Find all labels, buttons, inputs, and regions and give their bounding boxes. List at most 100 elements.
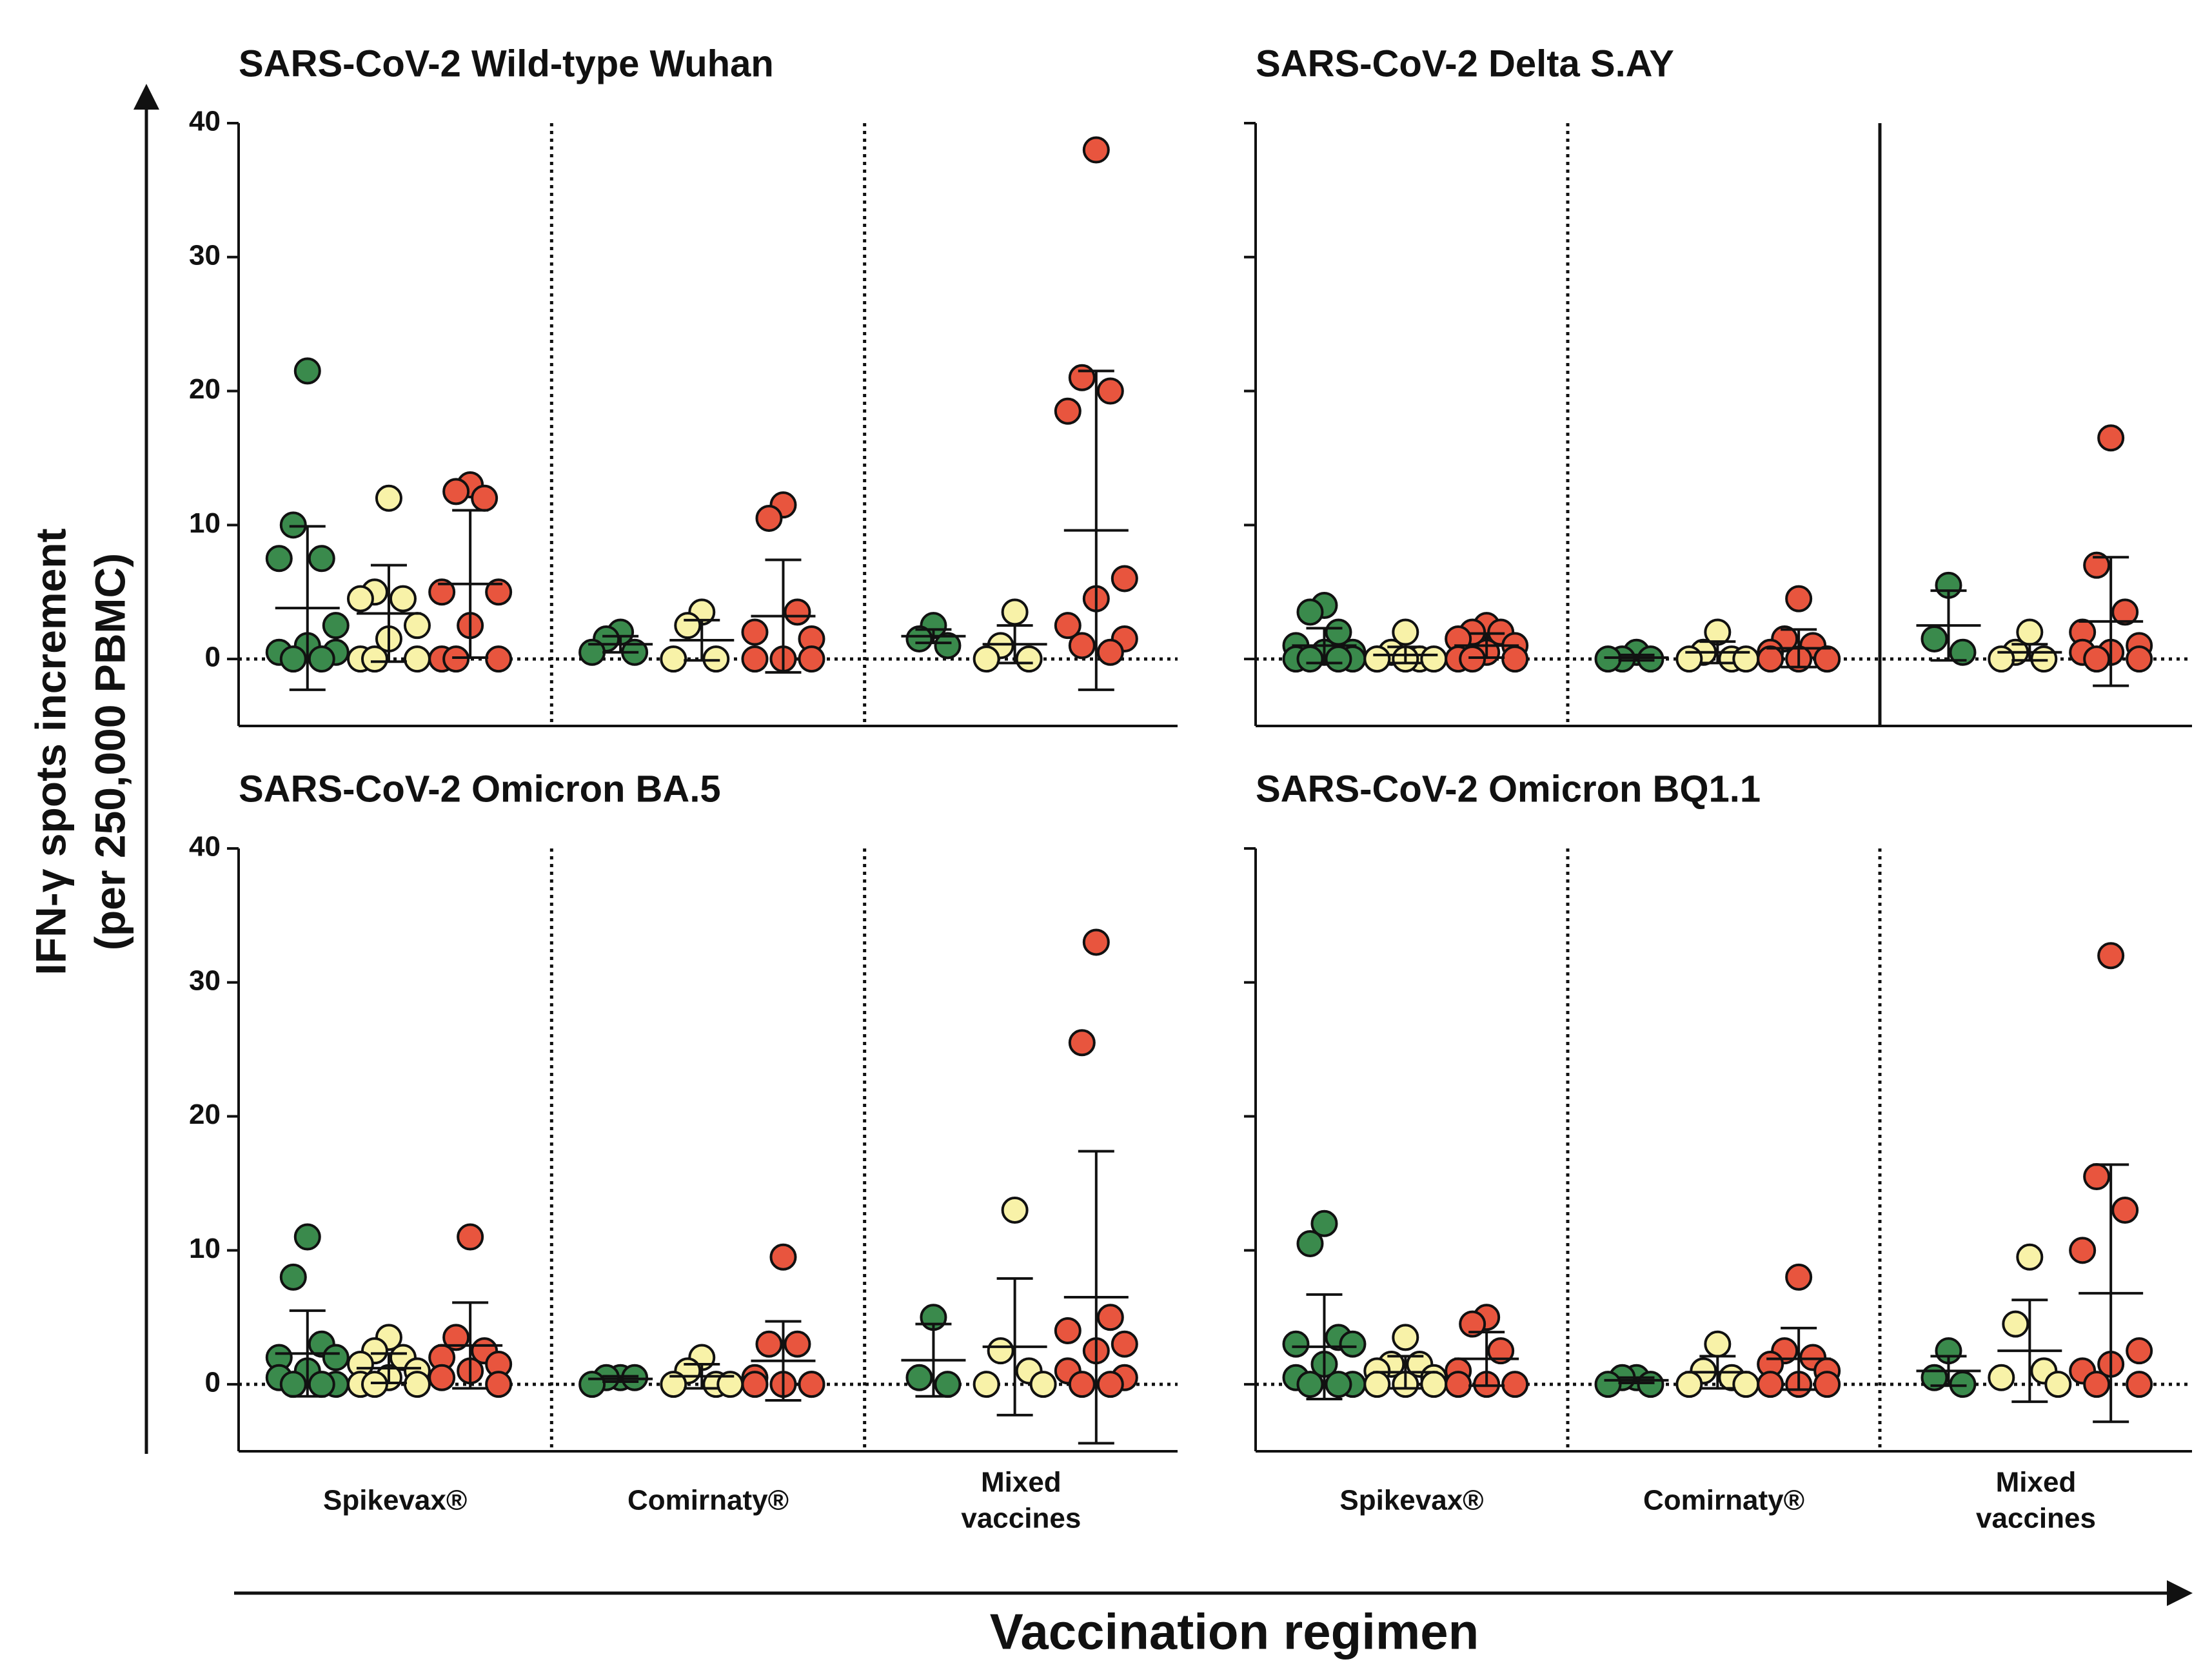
y-axis-title-line: IFN-γ spots increment xyxy=(26,528,74,975)
data-point xyxy=(322,612,350,640)
data-point xyxy=(1296,1371,1324,1398)
data-point xyxy=(755,1330,783,1358)
group-label: Spikevax® xyxy=(1339,1485,1483,1516)
data-point xyxy=(1392,618,1419,646)
data-point xyxy=(2126,645,2153,673)
data-point xyxy=(1068,1029,1096,1057)
data-point xyxy=(1068,632,1096,660)
data-point xyxy=(1054,1317,1081,1344)
data-point xyxy=(403,612,431,640)
group-label: Mixed xyxy=(1996,1467,2077,1498)
data-point xyxy=(279,645,307,673)
data-point xyxy=(2111,1197,2139,1224)
data-point xyxy=(308,645,335,673)
data-point xyxy=(1082,928,1110,956)
data-point xyxy=(973,1371,1000,1398)
data-point xyxy=(1420,645,1448,673)
panel-title: SARS-CoV-2 Wild-type Wuhan xyxy=(239,43,774,84)
panel-title: SARS-CoV-2 Omicron BA.5 xyxy=(239,768,721,810)
data-point xyxy=(1501,1371,1529,1398)
data-point xyxy=(702,645,730,673)
group-label: Comirnaty® xyxy=(1643,1485,1804,1516)
data-point xyxy=(934,632,962,660)
data-point xyxy=(769,1243,797,1271)
data-point xyxy=(1325,1371,1352,1398)
data-point xyxy=(1757,1371,1784,1398)
data-point xyxy=(2083,551,2111,579)
data-point xyxy=(1392,1324,1419,1351)
data-point xyxy=(1001,598,1029,626)
data-point xyxy=(1111,1330,1138,1358)
data-point xyxy=(1594,1371,1622,1398)
data-point xyxy=(1282,1330,1310,1358)
data-point xyxy=(1420,1371,1448,1398)
y-tick-label: 30 xyxy=(189,965,221,996)
y-tick-label: 30 xyxy=(189,239,221,271)
data-point xyxy=(755,504,783,532)
data-point xyxy=(403,645,431,673)
data-point xyxy=(1813,645,1841,673)
data-point xyxy=(621,1364,649,1391)
data-point xyxy=(1813,1371,1841,1398)
data-point xyxy=(1445,1371,1472,1398)
y-axis-title-line: (per 250,000 PBMC) xyxy=(86,553,133,950)
data-point xyxy=(1296,645,1324,673)
data-point xyxy=(2097,424,2125,452)
y-tick-label: 0 xyxy=(205,1367,221,1398)
data-point xyxy=(1949,1371,1977,1398)
data-point xyxy=(2111,598,2139,626)
data-point xyxy=(1704,1330,1732,1358)
data-point xyxy=(2030,645,2058,673)
data-point xyxy=(798,645,825,673)
data-point xyxy=(293,357,321,385)
data-point xyxy=(1296,598,1324,626)
y-tick-label: 0 xyxy=(205,642,221,673)
data-point xyxy=(308,1371,335,1398)
data-point xyxy=(428,578,456,606)
data-point xyxy=(279,511,307,539)
data-point xyxy=(403,1371,431,1398)
data-point xyxy=(2016,1243,2044,1271)
group-label: vaccines xyxy=(1976,1503,2096,1534)
x-axis-title: Vaccination regimen xyxy=(990,1603,1479,1660)
data-point xyxy=(360,645,388,673)
data-point xyxy=(741,618,769,646)
data-point xyxy=(2002,1310,2029,1338)
data-point xyxy=(1637,1371,1664,1398)
data-point xyxy=(2044,1371,2072,1398)
data-point xyxy=(1068,364,1096,391)
data-point xyxy=(2083,1371,2111,1398)
data-point xyxy=(1096,638,1124,666)
y-tick-label: 10 xyxy=(189,507,221,539)
data-point xyxy=(1988,1364,2015,1391)
data-point xyxy=(1487,1337,1515,1365)
data-point xyxy=(442,1324,470,1351)
data-point xyxy=(1363,645,1391,673)
data-point xyxy=(442,645,470,673)
y-tick-label: 40 xyxy=(189,106,221,137)
data-point xyxy=(784,1330,811,1358)
group-label: vaccines xyxy=(961,1503,1081,1534)
data-point xyxy=(1096,1304,1124,1331)
data-point xyxy=(1296,1229,1324,1257)
data-point xyxy=(2069,1237,2097,1264)
data-point xyxy=(485,578,513,606)
data-point xyxy=(1082,136,1110,164)
data-point xyxy=(265,545,293,573)
data-point xyxy=(1459,1310,1486,1338)
data-point xyxy=(2083,1163,2111,1191)
data-point xyxy=(293,1223,321,1251)
data-point xyxy=(457,1223,484,1251)
data-point xyxy=(2126,1337,2153,1365)
data-point xyxy=(1363,1371,1391,1398)
data-point xyxy=(2097,942,2125,970)
data-point xyxy=(389,585,417,612)
data-point xyxy=(1732,1371,1760,1398)
data-point xyxy=(1637,645,1664,673)
data-point xyxy=(1068,1371,1096,1398)
data-point xyxy=(1325,645,1352,673)
data-point xyxy=(471,484,499,512)
data-point xyxy=(375,484,402,512)
